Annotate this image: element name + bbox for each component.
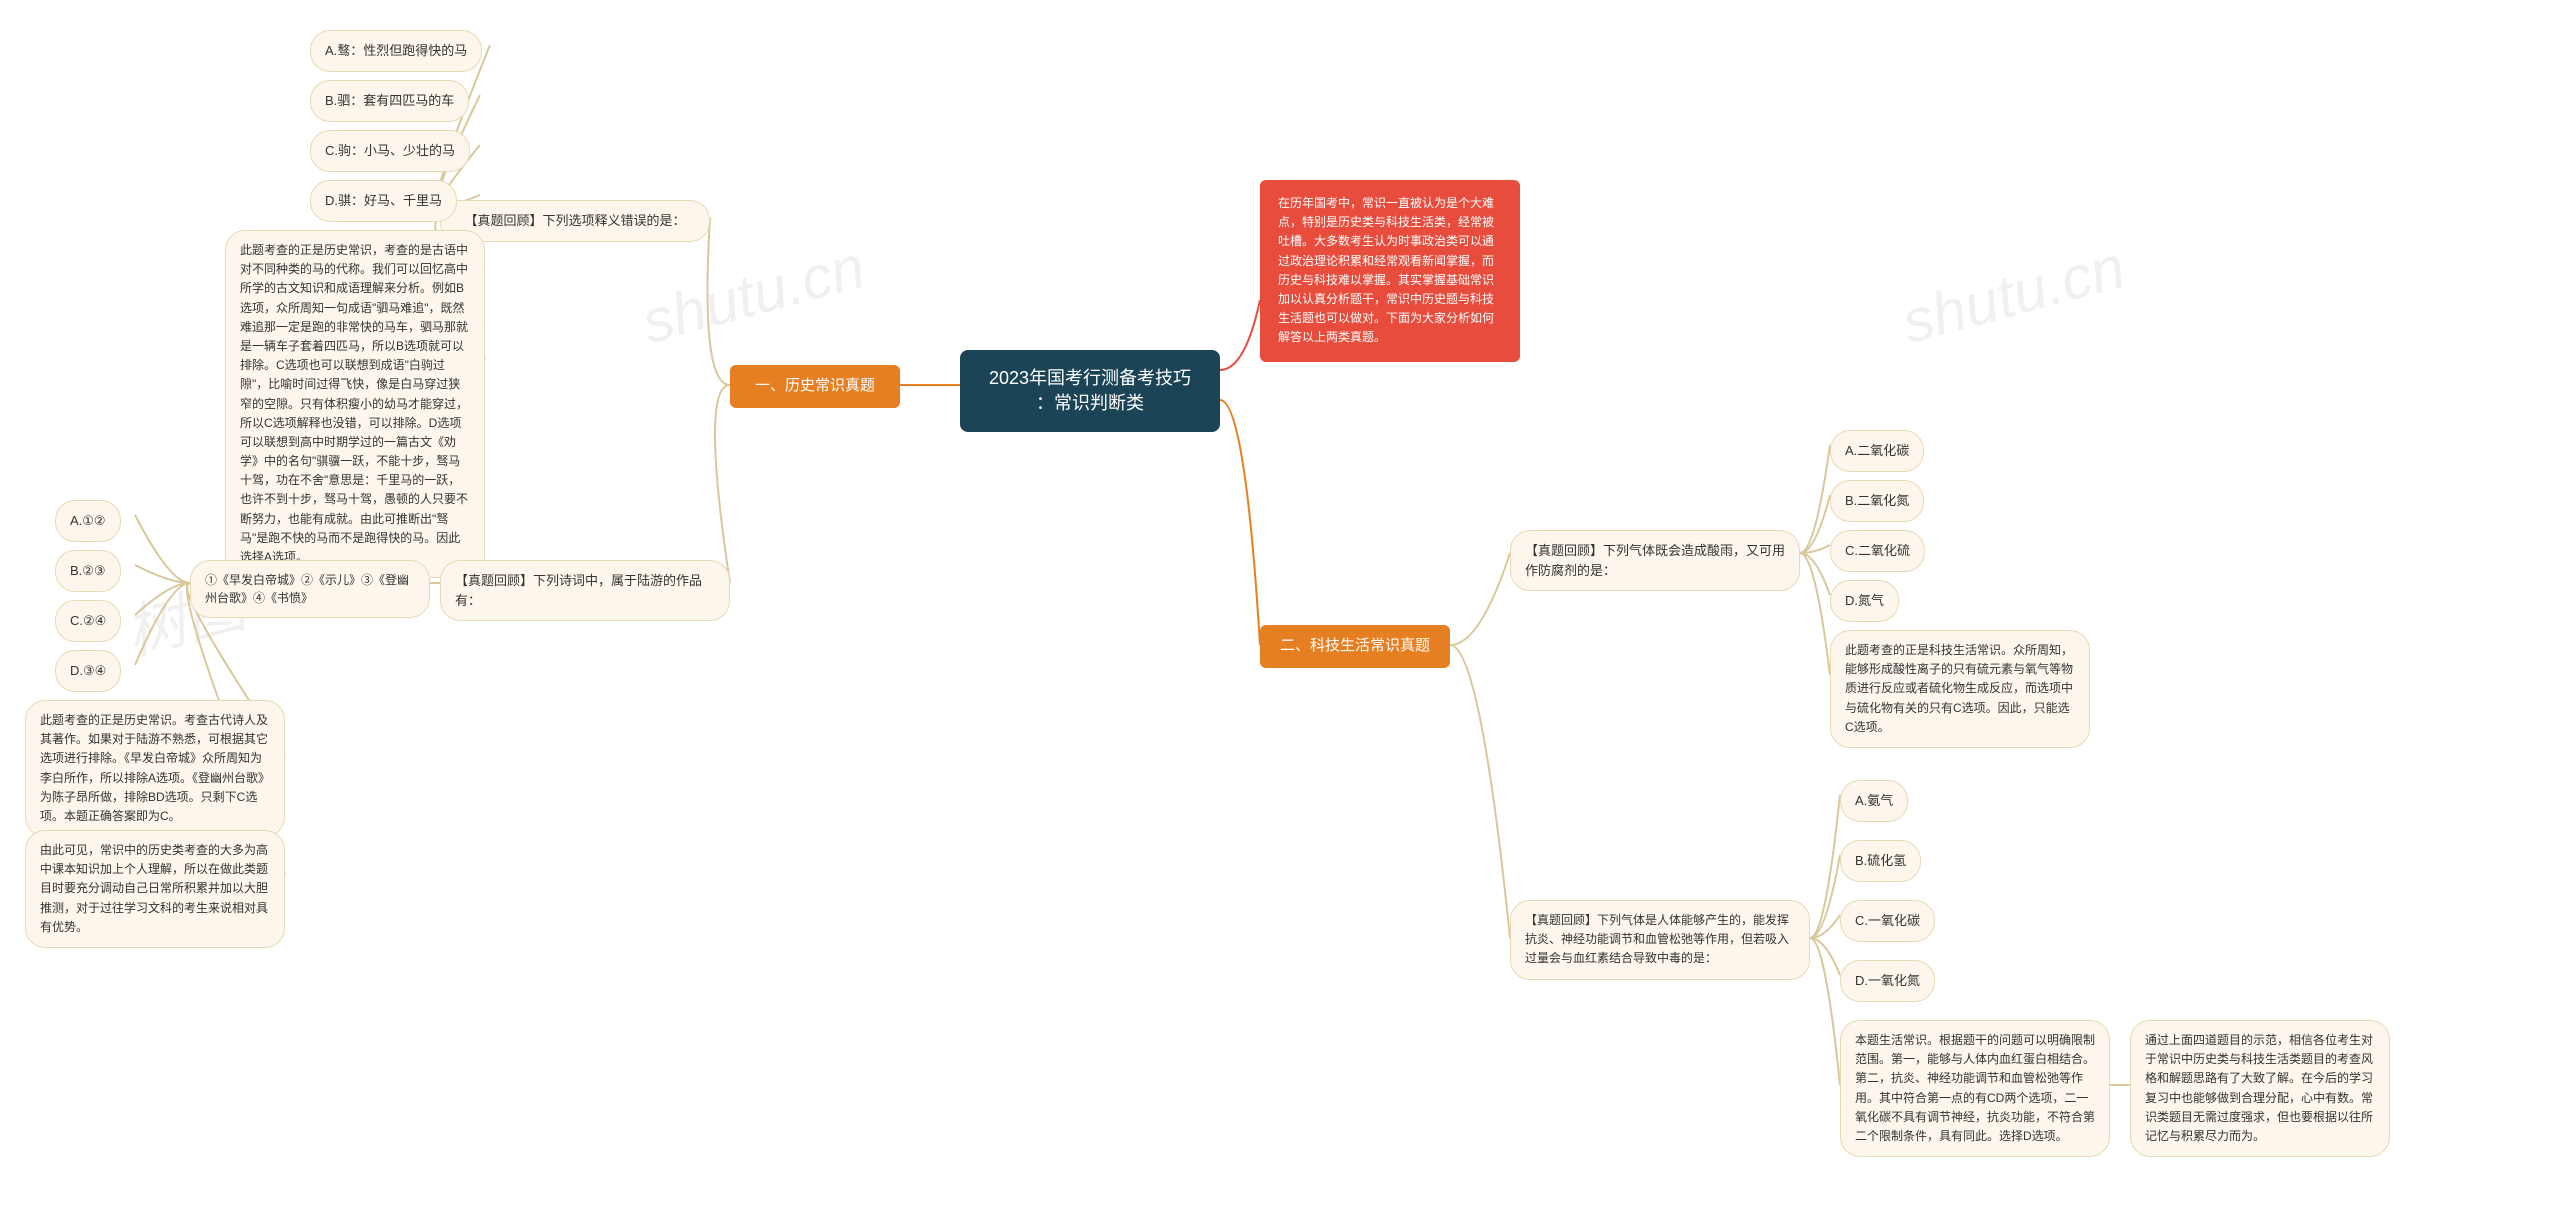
t-q1-opt-a: A.二氧化碳 [1830, 430, 1924, 472]
h-q2-opt-c: C.②④ [55, 600, 121, 642]
t-q2-analysis: 本题生活常识。根据题干的问题可以明确限制范围。第一，能够与人体内血红蛋白相结合。… [1840, 1020, 2110, 1157]
h-q2-summary: 由此可见，常识中的历史类考查的大多为高中课本知识加上个人理解，所以在做此类题目时… [25, 830, 285, 948]
h-q2-title: 【真题回顾】下列诗词中，属于陆游的作品有： [440, 560, 730, 621]
t-q1-opt-c: C.二氧化硫 [1830, 530, 1925, 572]
tech-branch: 二、科技生活常识真题 [1260, 625, 1450, 668]
t-q1-opt-b: B.二氧化氮 [1830, 480, 1924, 522]
intro-text: 在历年国考中，常识一直被认为是个大难点，特别是历史类与科技生活类，经常被吐槽。大… [1278, 194, 1502, 348]
h-q1-opt-c: C.驹：小马、少壮的马 [310, 130, 470, 172]
h-q2-opt-a: A.①② [55, 500, 121, 542]
center-node: 2023年国考行测备考技巧 ：常识判断类 [960, 350, 1220, 432]
h-q1-analysis: 此题考查的正是历史常识，考查的是古语中对不同种类的马的代称。我们可以回忆高中所学… [225, 230, 485, 578]
h-q2-subtitle: ①《早发白帝城》②《示儿》③《登幽州台歌》④《书愤》 [190, 560, 430, 618]
t-q1-title: 【真题回顾】下列气体既会造成酸雨，又可用作防腐剂的是： [1510, 530, 1800, 591]
intro-node: 在历年国考中，常识一直被认为是个大难点，特别是历史类与科技生活类，经常被吐槽。大… [1260, 180, 1520, 362]
t-q2-opt-c: C.一氧化碳 [1840, 900, 1935, 942]
history-branch: 一、历史常识真题 [730, 365, 900, 408]
watermark: shutu.cn [1895, 232, 2132, 357]
t-q2-opt-a: A.氨气 [1840, 780, 1908, 822]
history-label: 一、历史常识真题 [755, 375, 875, 398]
t-q1-opt-d: D.氮气 [1830, 580, 1899, 622]
h-q2-opt-d: D.③④ [55, 650, 121, 692]
h-q1-opt-d: D.骐：好马、千里马 [310, 180, 457, 222]
t-q2-title: 【真题回顾】下列气体是人体能够产生的，能发挥抗炎、神经功能调节和血管松弛等作用，… [1510, 900, 1810, 980]
tech-label: 二、科技生活常识真题 [1280, 635, 1430, 658]
h-q1-opt-a: A.骜：性烈但跑得快的马 [310, 30, 482, 72]
h-q2-opt-b: B.②③ [55, 550, 121, 592]
t-q2-summary: 通过上面四道题目的示范，相信各位考生对于常识中历史类与科技生活类题目的考查风格和… [2130, 1020, 2390, 1157]
t-q1-analysis: 此题考查的正是科技生活常识。众所周知，能够形成酸性离子的只有硫元素与氧气等物质进… [1830, 630, 2090, 748]
t-q2-opt-b: B.硫化氢 [1840, 840, 1921, 882]
center-title: 2023年国考行测备考技巧 ：常识判断类 [989, 366, 1191, 416]
h-q1-opt-b: B.驷：套有四匹马的车 [310, 80, 469, 122]
h-q2-analysis: 此题考查的正是历史常识。考查古代诗人及其著作。如果对于陆游不熟悉，可根据其它选项… [25, 700, 285, 837]
t-q2-opt-d: D.一氧化氮 [1840, 960, 1935, 1002]
watermark: shutu.cn [635, 232, 872, 357]
h-q1-title: 【真题回顾】下列选项释义错误的是： [440, 200, 710, 242]
